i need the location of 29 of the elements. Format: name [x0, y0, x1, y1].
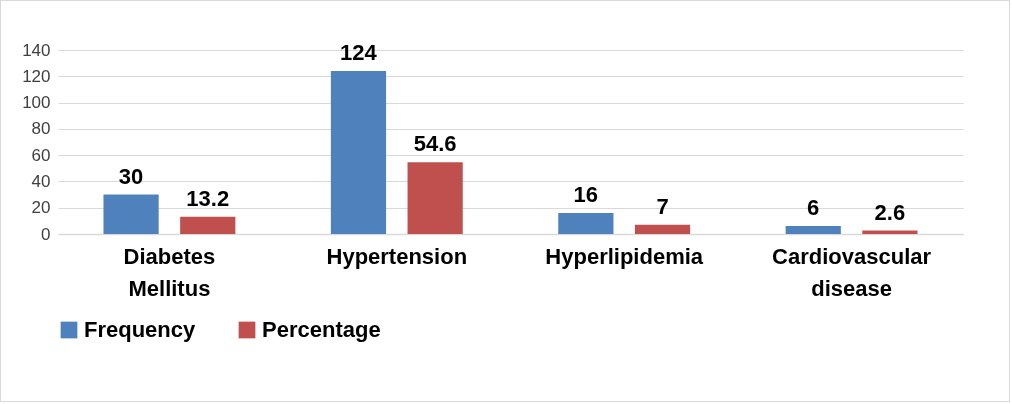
bar — [558, 212, 614, 234]
data-label: 54.6 — [413, 131, 457, 157]
bar — [103, 194, 159, 234]
bar — [330, 71, 387, 234]
x-tick-label: Hyperlipidemia — [545, 243, 704, 269]
data-label: 6 — [807, 195, 820, 221]
y-tick-label: 20 — [31, 198, 51, 218]
data-label: 124 — [340, 40, 378, 66]
data-label: 7 — [656, 193, 669, 219]
data-label: 13.2 — [186, 185, 230, 211]
y-tick-label: 40 — [31, 171, 51, 191]
legend-label: Frequency — [84, 317, 197, 342]
x-tick-label: Diabetes Mellitus — [123, 243, 216, 301]
data-label: 30 — [118, 163, 144, 189]
y-tick-label: 60 — [31, 145, 51, 165]
x-tick-label: Cardiovascular disease — [772, 243, 932, 301]
data-label: 16 — [573, 181, 599, 207]
bar — [407, 162, 463, 234]
bar — [180, 216, 236, 234]
y-tick-label: 120 — [22, 66, 51, 86]
y-tick-label: 100 — [22, 93, 51, 113]
bar — [785, 226, 841, 234]
legend-label: Percentage — [262, 317, 381, 342]
data-label: 2.6 — [874, 199, 906, 225]
x-tick-label: Hypertension — [326, 243, 468, 269]
y-tick-label: 80 — [31, 119, 51, 139]
bar — [634, 224, 691, 234]
y-tick-label: 0 — [41, 224, 51, 244]
y-tick-label: 140 — [22, 40, 51, 60]
